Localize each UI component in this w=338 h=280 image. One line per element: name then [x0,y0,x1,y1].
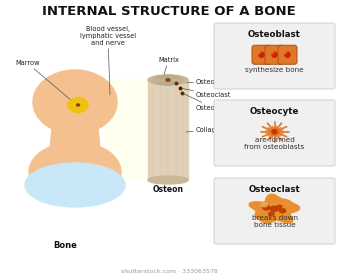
Ellipse shape [272,130,277,134]
Ellipse shape [269,128,280,136]
Text: synthesize bone: synthesize bone [245,67,304,73]
Ellipse shape [277,205,282,208]
FancyBboxPatch shape [214,23,335,89]
Polygon shape [49,120,101,158]
FancyBboxPatch shape [214,100,335,166]
Ellipse shape [166,79,170,81]
FancyBboxPatch shape [252,45,271,64]
Ellipse shape [33,70,117,134]
Text: Osteocyte: Osteocyte [250,107,299,116]
Text: shutterstock.com · 333063578: shutterstock.com · 333063578 [121,269,217,274]
Ellipse shape [33,181,61,199]
Ellipse shape [148,176,188,184]
Polygon shape [97,80,163,180]
Ellipse shape [285,52,287,54]
Text: INTERNAL STRUCTURE OF A BONE: INTERNAL STRUCTURE OF A BONE [42,5,296,18]
Ellipse shape [270,206,279,211]
Ellipse shape [262,203,267,207]
Text: Matrix: Matrix [158,57,179,78]
Text: Collagen: Collagen [186,127,225,133]
Text: breaks down
bone tissue: breaks down bone tissue [251,214,297,228]
Ellipse shape [272,52,277,57]
Text: Osteon: Osteon [152,185,184,194]
Text: Osteoblast: Osteoblast [248,30,301,39]
Text: Bone: Bone [53,241,77,250]
Text: are formed
from osteoblasts: are formed from osteoblasts [244,137,305,150]
Ellipse shape [29,142,121,202]
FancyBboxPatch shape [214,178,335,244]
Text: Blood vessel,
lymphatic vessel
and nerve: Blood vessel, lymphatic vessel and nerve [80,26,136,95]
Ellipse shape [76,104,79,106]
Ellipse shape [68,97,88,113]
Text: Osteoclast: Osteoclast [180,88,232,98]
Polygon shape [148,80,188,180]
Text: Marrow: Marrow [15,60,72,101]
FancyBboxPatch shape [278,45,297,64]
Ellipse shape [64,182,96,202]
Polygon shape [249,194,300,223]
Ellipse shape [269,212,274,216]
Ellipse shape [263,206,270,210]
Ellipse shape [25,163,125,207]
Ellipse shape [279,209,286,213]
Ellipse shape [285,52,290,57]
FancyBboxPatch shape [265,45,284,64]
Text: Osteoclast: Osteoclast [249,185,300,194]
Text: Osteoblast: Osteoblast [182,93,232,111]
Ellipse shape [148,75,188,85]
Ellipse shape [271,52,273,54]
Text: Osteocyte: Osteocyte [176,79,230,85]
Ellipse shape [259,52,264,57]
Ellipse shape [259,52,261,54]
